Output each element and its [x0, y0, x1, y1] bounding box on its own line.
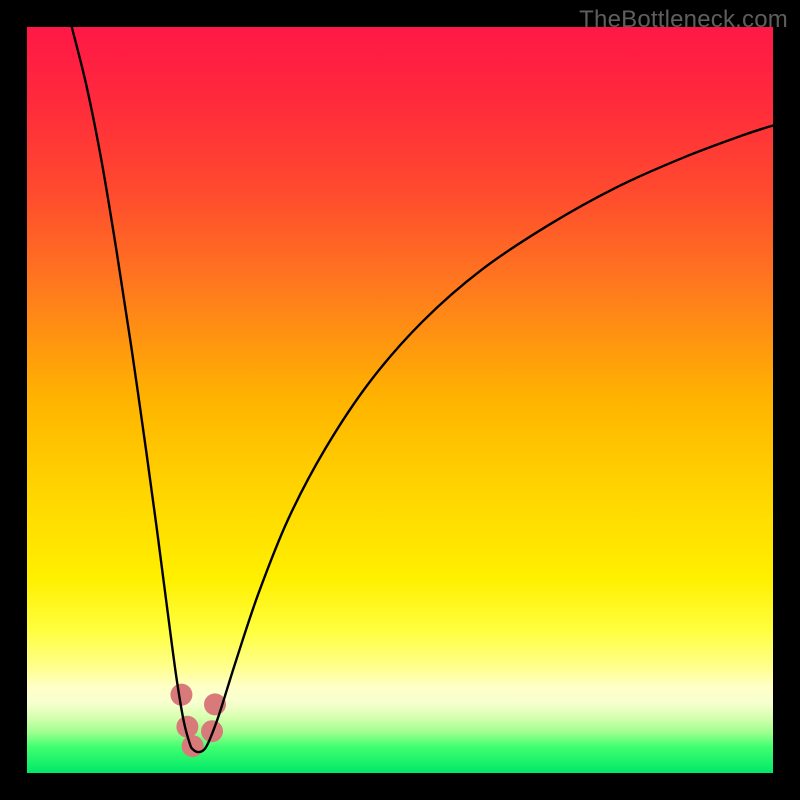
plot-svg [0, 0, 800, 800]
data-marker [182, 735, 204, 757]
chart-stage: TheBottleneck.com [0, 0, 800, 800]
